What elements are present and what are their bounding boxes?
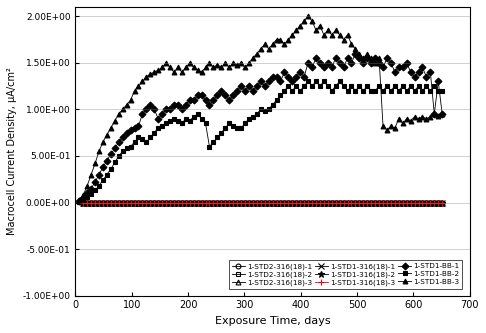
- 1-STD1-BB-1: [329, 66, 335, 70]
- Line: 1-STD2-316(18)-1: 1-STD2-316(18)-1: [81, 200, 445, 205]
- 1-STD2-316(18)-2: [80, 200, 86, 204]
- 1-STD1-316(18)-3: [380, 200, 386, 204]
- Legend: 1-STD2-316(18)-1, 1-STD2-316(18)-2, 1-STD2-316(18)-3, 1-STD1-316(18)-1, 1-STD1-3: 1-STD2-316(18)-1, 1-STD2-316(18)-2, 1-ST…: [229, 260, 462, 289]
- 1-STD1-316(18)-2: [439, 200, 445, 204]
- 1-STD1-BB-2: [368, 89, 374, 93]
- 1-STD2-316(18)-2: [380, 200, 386, 204]
- 1-STD1-BB-2: [151, 131, 157, 135]
- 1-STD1-316(18)-2: [380, 200, 386, 204]
- 1-STD2-316(18)-3: [368, 200, 374, 204]
- 1-STD2-316(18)-3: [80, 200, 86, 204]
- 1-STD2-316(18)-1: [364, 200, 370, 204]
- 1-STD1-BB-1: [136, 124, 141, 128]
- 1-STD1-BB-2: [439, 89, 445, 93]
- Line: 1-STD1-316(18)-3: 1-STD1-316(18)-3: [81, 200, 445, 205]
- 1-STD1-316(18)-1: [294, 200, 299, 204]
- Y-axis label: Macrocell Current Density, μA/cm²: Macrocell Current Density, μA/cm²: [7, 67, 17, 235]
- Line: 1-STD1-BB-1: 1-STD1-BB-1: [77, 51, 445, 203]
- 1-STD1-316(18)-1: [380, 200, 386, 204]
- 1-STD1-316(18)-3: [368, 200, 374, 204]
- 1-STD1-316(18)-2: [368, 200, 374, 204]
- 1-STD1-316(18)-2: [294, 200, 299, 204]
- 1-STD1-316(18)-1: [439, 200, 445, 204]
- 1-STD1-BB-1: [124, 131, 130, 135]
- 1-STD2-316(18)-1: [294, 200, 299, 204]
- Line: 1-STD1-BB-3: 1-STD1-BB-3: [77, 14, 445, 202]
- 1-STD1-BB-3: [258, 47, 264, 51]
- 1-STD1-316(18)-1: [361, 200, 366, 204]
- 1-STD2-316(18)-3: [439, 200, 445, 204]
- Line: 1-STD1-BB-2: 1-STD1-BB-2: [77, 79, 445, 204]
- 1-STD1-316(18)-3: [80, 200, 86, 204]
- 1-STD1-BB-2: [124, 147, 130, 151]
- 1-STD1-BB-3: [439, 112, 445, 116]
- Line: 1-STD2-316(18)-2: 1-STD2-316(18)-2: [81, 200, 445, 205]
- 1-STD2-316(18)-1: [368, 200, 374, 204]
- 1-STD1-316(18)-1: [364, 200, 370, 204]
- 1-STD2-316(18)-2: [294, 200, 299, 204]
- 1-STD1-316(18)-3: [345, 200, 350, 204]
- 1-STD2-316(18)-1: [345, 200, 350, 204]
- 1-STD1-BB-3: [76, 198, 82, 202]
- 1-STD1-BB-2: [333, 84, 339, 88]
- 1-STD1-BB-3: [368, 56, 374, 60]
- 1-STD1-316(18)-1: [368, 200, 374, 204]
- 1-STD1-BB-2: [136, 135, 141, 139]
- 1-STD2-316(18)-1: [380, 200, 386, 204]
- 1-STD1-BB-1: [368, 61, 374, 65]
- 1-STD1-316(18)-3: [361, 200, 366, 204]
- Line: 1-STD1-316(18)-2: 1-STD1-316(18)-2: [80, 199, 446, 206]
- 1-STD1-316(18)-1: [80, 200, 86, 204]
- 1-STD1-316(18)-2: [80, 200, 86, 204]
- 1-STD2-316(18)-1: [439, 200, 445, 204]
- 1-STD1-316(18)-3: [294, 200, 299, 204]
- 1-STD1-BB-2: [258, 107, 264, 111]
- 1-STD2-316(18)-3: [294, 200, 299, 204]
- 1-STD1-316(18)-3: [439, 200, 445, 204]
- 1-STD2-316(18)-3: [345, 200, 350, 204]
- 1-STD2-316(18)-2: [368, 200, 374, 204]
- 1-STD1-BB-1: [352, 52, 358, 56]
- 1-STD1-BB-3: [151, 70, 157, 74]
- 1-STD1-316(18)-1: [345, 200, 350, 204]
- 1-STD2-316(18)-3: [361, 200, 366, 204]
- 1-STD1-316(18)-2: [345, 200, 350, 204]
- 1-STD1-BB-3: [305, 14, 311, 18]
- 1-STD2-316(18)-2: [345, 200, 350, 204]
- 1-STD1-316(18)-2: [361, 200, 366, 204]
- 1-STD1-BB-3: [333, 28, 339, 32]
- 1-STD2-316(18)-1: [80, 200, 86, 204]
- 1-STD2-316(18)-1: [361, 200, 366, 204]
- X-axis label: Exposure Time, days: Exposure Time, days: [215, 316, 330, 326]
- 1-STD1-316(18)-2: [364, 200, 370, 204]
- 1-STD2-316(18)-2: [364, 200, 370, 204]
- Line: 1-STD1-316(18)-1: 1-STD1-316(18)-1: [81, 200, 445, 205]
- 1-STD2-316(18)-2: [439, 200, 445, 204]
- 1-STD1-BB-2: [76, 199, 82, 203]
- 1-STD1-BB-1: [76, 199, 82, 203]
- 1-STD1-BB-1: [439, 112, 445, 116]
- 1-STD1-BB-1: [258, 80, 264, 84]
- 1-STD2-316(18)-3: [380, 200, 386, 204]
- 1-STD2-316(18)-2: [361, 200, 366, 204]
- 1-STD1-316(18)-3: [364, 200, 370, 204]
- Line: 1-STD2-316(18)-3: 1-STD2-316(18)-3: [81, 200, 445, 205]
- 1-STD1-BB-1: [151, 107, 157, 111]
- 1-STD1-BB-3: [124, 103, 130, 107]
- 1-STD2-316(18)-3: [364, 200, 370, 204]
- 1-STD1-BB-2: [305, 80, 311, 84]
- 1-STD1-BB-3: [136, 84, 141, 88]
